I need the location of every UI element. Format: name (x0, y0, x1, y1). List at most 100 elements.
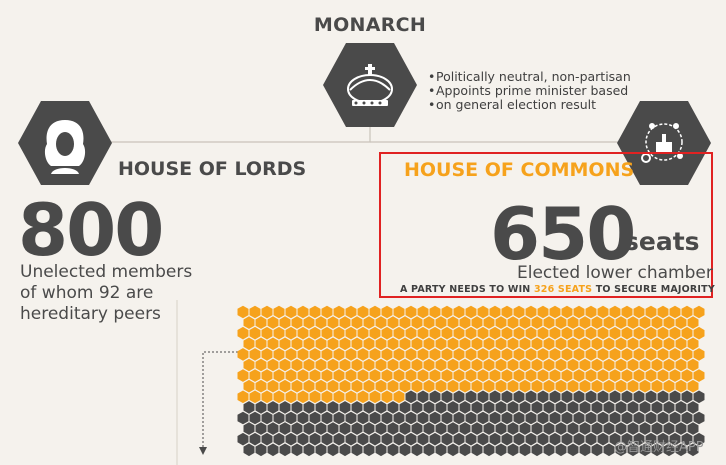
seat-majority (267, 337, 279, 351)
seat-other (651, 401, 663, 414)
seat-majority (675, 337, 687, 351)
seat-other (393, 411, 405, 425)
lords-desc-line: hereditary peers (20, 304, 161, 324)
seat-majority (483, 358, 495, 372)
seat-other (435, 422, 447, 435)
seat-majority (501, 305, 513, 319)
seat-majority (321, 369, 333, 382)
seat-other (381, 411, 393, 425)
seat-other (363, 422, 375, 435)
seat-other (249, 411, 261, 425)
seat-majority (279, 358, 291, 372)
seat-majority (321, 305, 333, 319)
seat-majority (255, 358, 267, 372)
seat-majority (243, 316, 255, 329)
seat-majority (543, 358, 555, 372)
seat-other (261, 411, 273, 425)
seat-majority (513, 348, 525, 361)
seat-other (273, 411, 285, 425)
seat-majority (273, 348, 285, 361)
seat-other (291, 401, 303, 414)
seat-other (411, 443, 423, 457)
seat-other (609, 411, 621, 425)
seat-majority (297, 348, 309, 361)
seat-other (561, 432, 573, 446)
seat-majority (603, 379, 615, 393)
seat-majority (411, 379, 423, 393)
seat-other (579, 443, 591, 457)
seat-majority (513, 326, 525, 340)
seat-majority (399, 379, 411, 393)
seat-majority (645, 305, 657, 319)
seat-other (477, 390, 489, 404)
seat-majority (531, 379, 543, 393)
seat-other (687, 401, 699, 414)
seat-other (423, 443, 435, 457)
seat-majority (501, 348, 513, 361)
seat-other (681, 411, 693, 425)
seat-majority (579, 358, 591, 372)
commons-highlight-box (379, 152, 713, 298)
seat-other (435, 401, 447, 414)
seat-majority (489, 305, 501, 319)
seat-majority (645, 369, 657, 382)
seat-other (315, 401, 327, 414)
seat-other (663, 422, 675, 435)
seat-majority (333, 348, 345, 361)
seat-majority (627, 358, 639, 372)
seat-majority (639, 358, 651, 372)
seat-other (501, 390, 513, 404)
seat-other (561, 390, 573, 404)
seat-majority (639, 379, 651, 393)
seat-majority (693, 369, 705, 382)
seat-majority (537, 348, 549, 361)
seat-majority (321, 348, 333, 361)
seat-majority (471, 337, 483, 351)
seat-other (345, 411, 357, 425)
seat-other (543, 422, 555, 435)
seat-majority (447, 316, 459, 329)
seat-majority (285, 390, 297, 404)
seat-majority (237, 348, 249, 361)
seat-other (387, 422, 399, 435)
seat-majority (375, 379, 387, 393)
seat-other (651, 422, 663, 435)
seat-majority (255, 379, 267, 393)
seat-majority (591, 379, 603, 393)
seat-majority (537, 305, 549, 319)
seat-majority (357, 305, 369, 319)
seat-other (615, 401, 627, 414)
seat-majority (639, 316, 651, 329)
seat-majority (603, 358, 615, 372)
seat-other (273, 432, 285, 446)
seat-other (531, 401, 543, 414)
seat-other (339, 422, 351, 435)
seat-other (507, 401, 519, 414)
seat-majority (369, 369, 381, 382)
seat-majority (435, 379, 447, 393)
seat-majority (429, 369, 441, 382)
seat-other (561, 411, 573, 425)
seat-other (585, 411, 597, 425)
seat-majority (297, 390, 309, 404)
seat-other (609, 432, 621, 446)
seat-other (585, 390, 597, 404)
seat-majority (519, 379, 531, 393)
seat-majority (267, 316, 279, 329)
seat-majority (681, 348, 693, 361)
seat-other (387, 443, 399, 457)
seat-majority (351, 316, 363, 329)
seat-majority (531, 358, 543, 372)
seat-other (663, 443, 675, 457)
seat-majority (273, 390, 285, 404)
seat-majority (405, 369, 417, 382)
monarch-bullet: Appoints prime minister based (428, 84, 638, 99)
seat-other (597, 432, 609, 446)
seat-majority (513, 305, 525, 319)
lords-hexagon (18, 101, 112, 185)
seat-other (459, 443, 471, 457)
seat-majority (543, 379, 555, 393)
seat-majority (381, 305, 393, 319)
seat-other (411, 401, 423, 414)
seat-other (327, 401, 339, 414)
